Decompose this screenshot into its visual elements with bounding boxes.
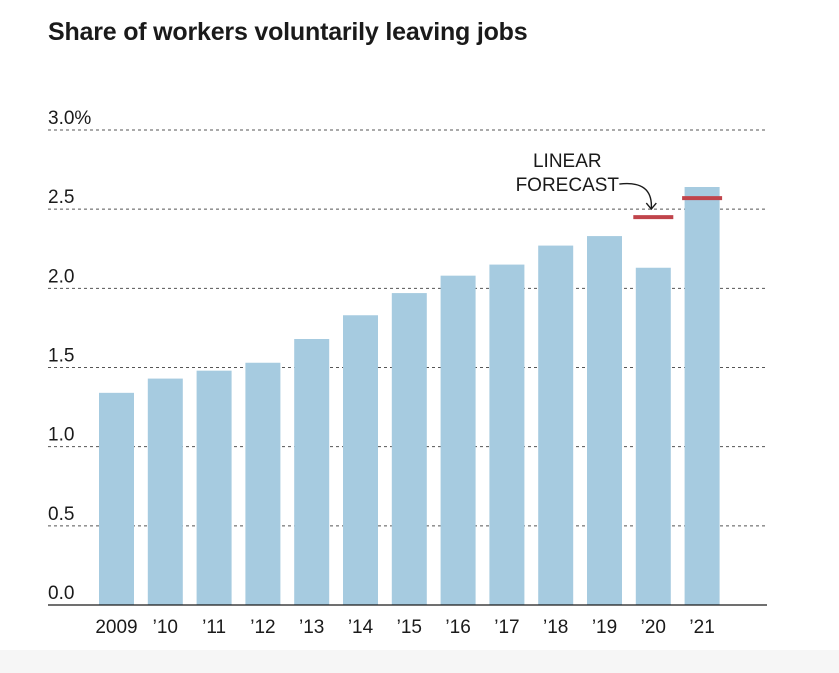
y-tick-label: 1.0: [48, 425, 74, 446]
bar: [343, 315, 378, 605]
x-tick-label: ’16: [445, 617, 470, 638]
x-tick-label: 2009: [95, 617, 137, 638]
x-tick-label: ’18: [543, 617, 568, 638]
forecast-annotation: LINEAR FORECAST: [516, 151, 657, 211]
x-tick-label: ’17: [494, 617, 519, 638]
y-axis-ticks: 3.0% 2.5 2.0 1.5 1.0 0.5 0.0: [48, 108, 91, 604]
y-tick-label: 0.5: [48, 504, 74, 525]
x-axis-ticks: 2009 ’10 ’11 ’12 ’13 ’14 ’15 ’16 ’17 ’18 ’19 ’20 ’21: [95, 617, 714, 638]
x-tick-label: ’20: [641, 617, 666, 638]
bar: [245, 362, 281, 605]
x-tick-label: ’11: [202, 617, 226, 638]
y-tick-label: 2.5: [48, 187, 74, 208]
forecast-markers: [633, 196, 723, 220]
bar: [294, 339, 330, 605]
forecast-arrow: [619, 182, 653, 210]
x-tick-label: ’10: [153, 617, 178, 638]
x-tick-label: ’12: [250, 617, 275, 638]
bar: [196, 370, 232, 605]
forecast-label-line-1: LINEAR: [533, 151, 602, 172]
bar: [684, 187, 720, 605]
bar: [440, 275, 476, 605]
x-tick-label: ’13: [299, 617, 324, 638]
y-tick-label: 0.0: [48, 583, 74, 604]
bar: [489, 264, 525, 605]
bars: [99, 187, 720, 606]
footer-strip: [0, 650, 839, 673]
x-tick-label: ’14: [348, 617, 374, 638]
x-tick-label: ’15: [397, 617, 422, 638]
bar: [587, 236, 622, 606]
bar: [147, 378, 183, 605]
forecast-label-line-2: FORECAST: [516, 175, 620, 196]
bar: [99, 392, 134, 605]
y-tick-label: 1.5: [48, 346, 74, 367]
forecast-arrowhead: [645, 202, 657, 211]
y-tick-label: 3.0%: [48, 108, 91, 129]
x-tick-label: ’21: [689, 617, 714, 638]
y-tick-label: 2.0: [48, 266, 74, 287]
bar: [538, 245, 574, 606]
bar: [635, 267, 671, 605]
x-tick-label: ’19: [592, 617, 617, 638]
bar: [391, 293, 427, 605]
chart-title: Share of workers voluntarily leaving job…: [48, 18, 528, 46]
